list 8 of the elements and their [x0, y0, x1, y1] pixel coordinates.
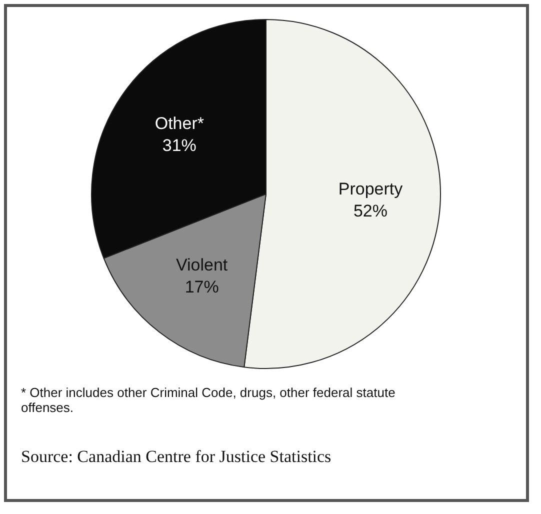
source-note: Source: Canadian Centre for Justice Statistics [21, 447, 332, 467]
data-label: 52% [353, 201, 388, 220]
slice-label: Property [338, 179, 404, 198]
slice-label: Violent [176, 255, 228, 274]
text: * Other includes other Criminal Code, drugs, other federal statute offenses. [21, 385, 396, 415]
slice-label: Other* [154, 114, 204, 133]
data-label: 31% [162, 136, 196, 155]
data-label: 17% [184, 277, 219, 296]
